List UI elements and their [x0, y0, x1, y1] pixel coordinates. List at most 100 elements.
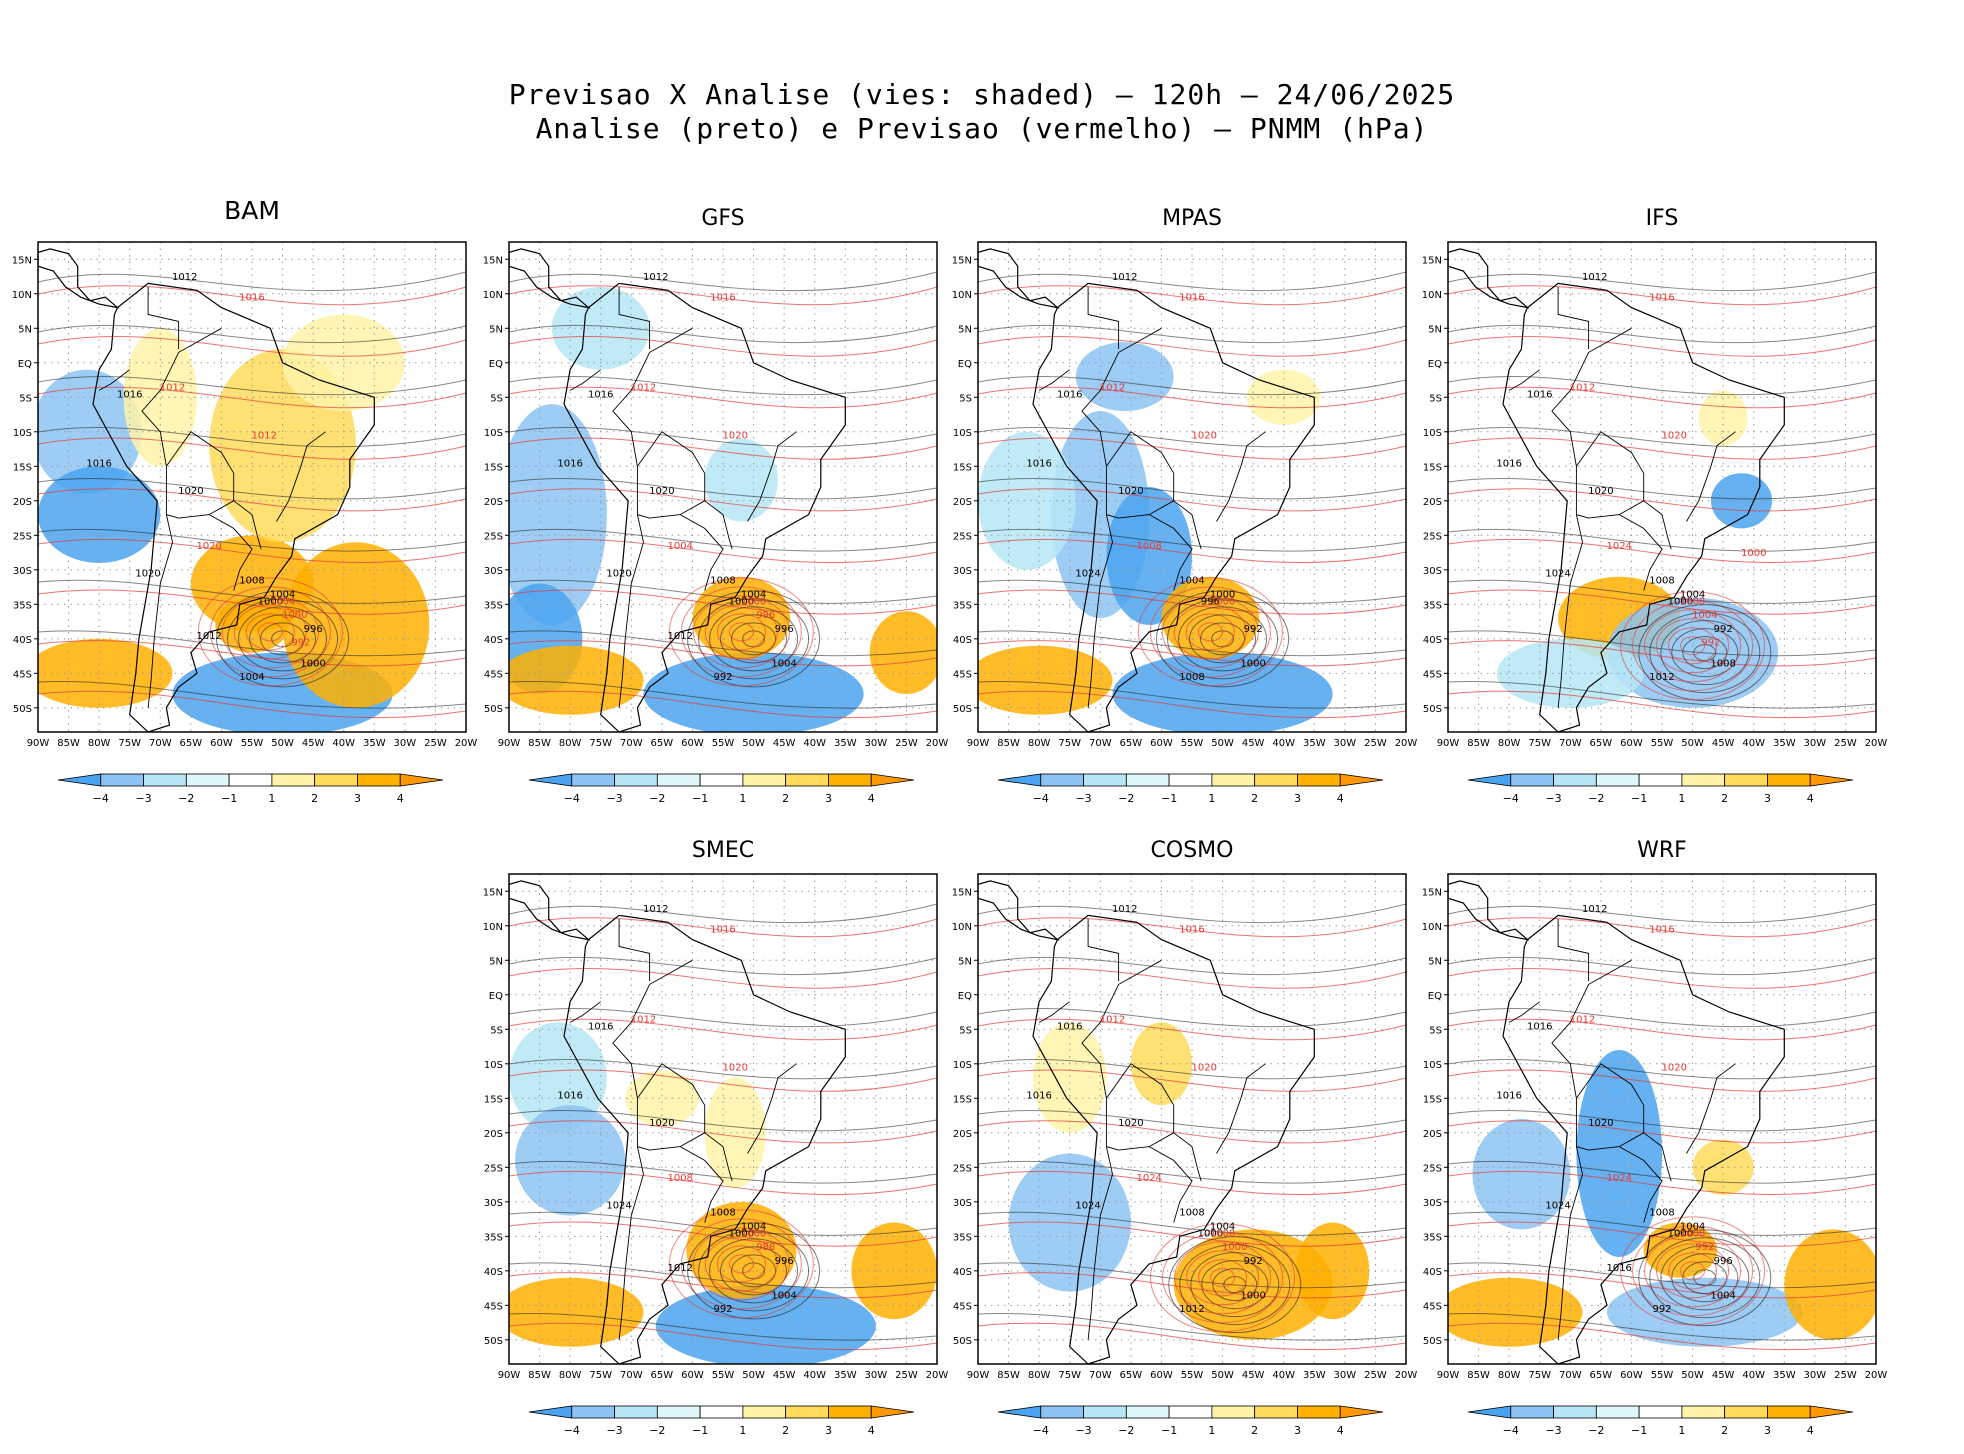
- lat-tick-label: EQ: [489, 991, 503, 1002]
- low-pressure-isobar-red: [1668, 1252, 1718, 1290]
- colorbar-box: [1553, 1405, 1597, 1419]
- isobar-label-black: 1020: [649, 486, 674, 497]
- lat-tick-label: 10N: [483, 290, 503, 301]
- colorbar-label: −1: [1161, 792, 1177, 805]
- colorbar-box: [1297, 1405, 1341, 1419]
- colorbar-label: −2: [649, 792, 665, 805]
- colorbar-label: 4: [1807, 792, 1814, 805]
- isobar-black: [1448, 271, 1876, 292]
- lon-tick-label: 70W: [620, 738, 643, 749]
- low-pressure-isobar-red: [233, 604, 307, 660]
- colorbar-label: 3: [1294, 792, 1301, 805]
- country-border: [1148, 1146, 1193, 1223]
- colorbar-label: 1: [1208, 1424, 1215, 1437]
- country-border: [636, 466, 705, 519]
- colorbar-box: [1681, 773, 1726, 787]
- colorbar-label: −2: [1118, 1424, 1134, 1437]
- colorbar-label: 4: [868, 1424, 875, 1437]
- colorbar-box: [1467, 1405, 1512, 1419]
- lat-tick-label: 50S: [953, 704, 972, 715]
- isobar-label-black: 1020: [1118, 486, 1143, 497]
- low-pressure-isobar-red: [1644, 609, 1742, 683]
- isobar-label-black: 1012: [643, 272, 668, 283]
- isobar-label-black: 1016: [1527, 389, 1552, 400]
- colorbar-box: [699, 773, 744, 787]
- colorbar-label: 4: [868, 792, 875, 805]
- colorbar-box: [1809, 1405, 1854, 1419]
- coastline-south-america: [1032, 914, 1315, 1364]
- lat-tick-label: 15N: [1422, 887, 1442, 898]
- bias-shading: [1295, 1222, 1370, 1320]
- isobar-label-red: 1008: [1210, 1228, 1235, 1239]
- colorbar-label: 2: [1721, 1424, 1728, 1437]
- isobar-red: [38, 386, 466, 409]
- isobar-black: [38, 271, 466, 292]
- lat-tick-label: 30S: [953, 566, 972, 577]
- isobar-label-black: 996: [304, 624, 323, 635]
- lat-tick-label: 40S: [953, 635, 972, 646]
- isobar-label-black: 1004: [741, 1221, 766, 1232]
- lon-tick-label: 50W: [742, 738, 765, 749]
- country-border: [569, 369, 601, 391]
- low-pressure-isobar-red: [1620, 1216, 1766, 1326]
- coastline-south-america: [92, 282, 375, 732]
- lon-tick-label: 70W: [149, 738, 172, 749]
- lat-tick-label: 10S: [13, 428, 32, 439]
- isobar-label-black: 1004: [1179, 576, 1204, 587]
- isobar-label-red: 1020: [1192, 1063, 1217, 1074]
- isobar-label-red: 1024: [1606, 1173, 1631, 1184]
- country-border: [1557, 1146, 1583, 1340]
- lat-tick-label: 5N: [1428, 324, 1442, 335]
- lat-tick-label: 15S: [1423, 1094, 1442, 1105]
- isobar-label-black: 1024: [1075, 569, 1100, 580]
- colorbar-label: 3: [354, 792, 361, 805]
- low-pressure-isobar-red: [1185, 613, 1235, 651]
- lat-tick-label: 15N: [1422, 255, 1442, 266]
- lon-tick-label: 60W: [681, 1370, 704, 1381]
- panel-title: MPAS: [1162, 206, 1222, 231]
- lon-tick-label: 20W: [926, 738, 949, 749]
- low-pressure-isobar: [1201, 1260, 1269, 1310]
- map-panel-gfs: GFS 1012 1016 1016 1020 1020 1008 1004 1000 996 99…: [483, 206, 949, 805]
- isobar-red: [978, 437, 1406, 460]
- lon-tick-label: 85W: [528, 1370, 551, 1381]
- lat-tick-label: 35S: [13, 600, 32, 611]
- lat-tick-label: 5N: [958, 324, 972, 335]
- country-border: [747, 1063, 797, 1154]
- isobar-black: [1448, 1007, 1876, 1028]
- isobar-label-black: 1016: [1527, 1021, 1552, 1032]
- colorbar-label: −1: [692, 1424, 708, 1437]
- isobar-black: [978, 680, 1406, 709]
- isobar-red: [1448, 968, 1876, 989]
- bias-shading: [38, 638, 173, 708]
- isobar-black: [978, 528, 1406, 552]
- bias-shading: [38, 369, 142, 494]
- lon-tick-label: 65W: [1590, 738, 1613, 749]
- colorbar-label: 2: [782, 1424, 789, 1437]
- lon-tick-label: 30W: [865, 738, 888, 749]
- low-pressure-isobar: [720, 1246, 788, 1296]
- colorbar-box: [699, 1405, 744, 1419]
- map-svg: 1012101610161020102410081004100099210121…: [952, 873, 1417, 1437]
- lon-tick-label: 90W: [498, 1370, 521, 1381]
- colorbar: −4 −3 −2 −1 1 2 3 4: [1467, 1405, 1854, 1437]
- colorbar-label: −3: [606, 792, 622, 805]
- colorbar-box: [1297, 773, 1341, 787]
- colorbar-label: −3: [135, 792, 151, 805]
- bias-shading: [509, 1277, 644, 1347]
- lat-tick-label: 40S: [1423, 1267, 1442, 1278]
- coastline-south-america: [1032, 282, 1315, 732]
- low-pressure-isobar-red: [692, 1227, 790, 1301]
- lon-tick-label: 55W: [1181, 738, 1204, 749]
- colorbar-box: [828, 773, 872, 787]
- lon-tick-label: 70W: [620, 1370, 643, 1381]
- country-border: [1106, 431, 1202, 550]
- isobar-label-black: 1000: [1668, 1228, 1693, 1239]
- colorbar-label: −2: [1588, 792, 1604, 805]
- map-panel-cosmo: COSMO 1012 1016 1016 1020 1024 1008 1004 1000 992…: [952, 838, 1418, 1437]
- country-border: [166, 431, 262, 550]
- low-pressure-isobar: [698, 1230, 810, 1312]
- isobar-red: [509, 690, 937, 719]
- country-border: [1216, 431, 1266, 522]
- isobar-black: [1448, 477, 1876, 500]
